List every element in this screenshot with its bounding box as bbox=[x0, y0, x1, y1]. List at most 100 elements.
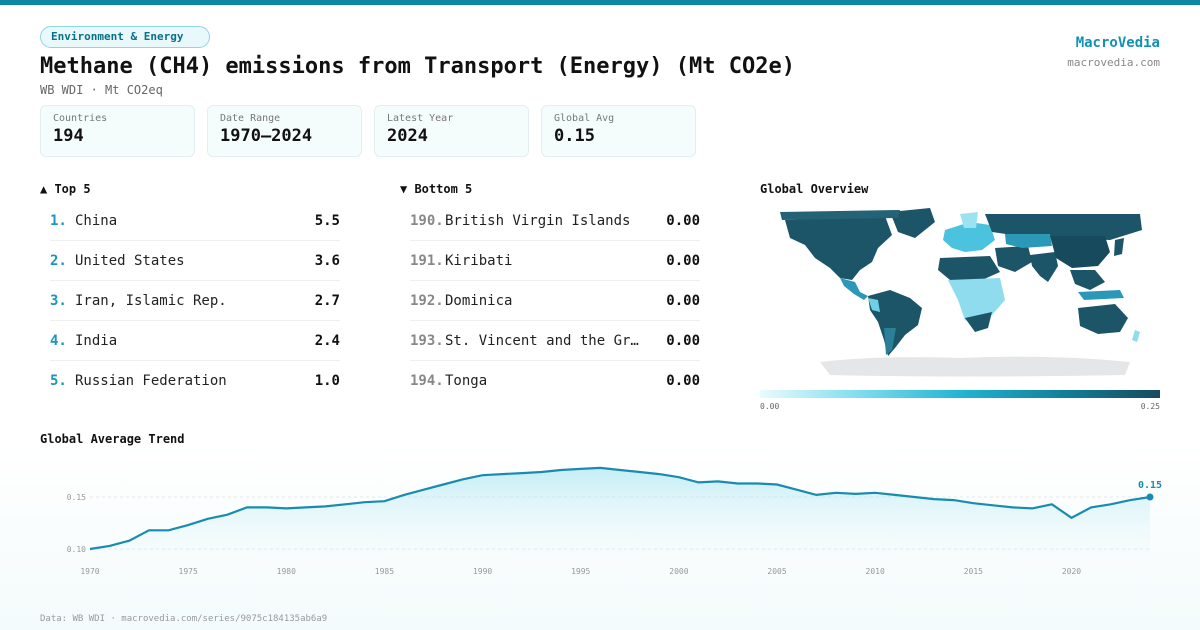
country-name: India bbox=[75, 332, 118, 349]
trend-line bbox=[89, 466, 1151, 551]
rank-number: 4. bbox=[50, 332, 67, 349]
country-value: 0.00 bbox=[666, 252, 700, 269]
stat-label: Date Range bbox=[220, 113, 281, 124]
bottom5-row[interactable]: 190. British Virgin Islands 0.00 bbox=[410, 201, 700, 241]
map-region-greenland[interactable] bbox=[890, 208, 935, 238]
map-region-north-america[interactable] bbox=[785, 216, 892, 280]
x-tick-label: 2005 bbox=[767, 567, 786, 576]
map-region-australia[interactable] bbox=[1078, 304, 1128, 334]
map-region-central-america[interactable] bbox=[840, 278, 868, 300]
stat-label: Countries bbox=[53, 113, 108, 124]
stat-value: 194 bbox=[53, 126, 84, 146]
trend-area-fill bbox=[90, 467, 1150, 553]
trend-heading: Global Average Trend bbox=[40, 432, 185, 446]
trend-end-label: 0.15 bbox=[1138, 480, 1162, 491]
country-name: China bbox=[75, 212, 118, 229]
map-region-indonesia[interactable] bbox=[1078, 290, 1124, 300]
country-name: Dominica bbox=[445, 292, 513, 309]
stat-card-countries: Countries 194 bbox=[40, 105, 195, 157]
map-region-new-zealand[interactable] bbox=[1132, 330, 1140, 342]
map-region-india[interactable] bbox=[1030, 252, 1058, 282]
country-name: Kiribati bbox=[445, 252, 513, 269]
y-tick-label: 0.15 bbox=[67, 493, 86, 502]
map-region-central-asia[interactable] bbox=[1005, 234, 1052, 248]
bottom5-heading: ▼ Bottom 5 bbox=[400, 182, 473, 196]
trend-chart[interactable]: 0.10 0.15 1970 1975 1980 1985 1990 1995 2000 200… bbox=[0, 455, 1200, 585]
rank-number: 2. bbox=[50, 252, 67, 269]
country-value: 0.00 bbox=[666, 373, 700, 389]
bottom5-row[interactable]: 192. Dominica 0.00 bbox=[410, 281, 700, 321]
rank-number: 5. bbox=[50, 373, 67, 389]
world-map[interactable] bbox=[760, 200, 1160, 385]
x-tick-label: 2000 bbox=[669, 567, 688, 576]
country-value: 2.4 bbox=[314, 332, 340, 349]
top5-heading: ▲ Top 5 bbox=[40, 182, 91, 196]
country-value: 3.6 bbox=[314, 252, 340, 269]
stat-card-latest-year: Latest Year 2024 bbox=[374, 105, 529, 157]
map-heading: Global Overview bbox=[760, 182, 869, 196]
top5-row[interactable]: 4. India 2.4 bbox=[50, 321, 340, 361]
country-value: 1.0 bbox=[314, 373, 340, 389]
stat-value: 2024 bbox=[387, 126, 428, 146]
map-region-scandinavia[interactable] bbox=[960, 212, 978, 228]
map-region-middle-east[interactable] bbox=[995, 246, 1032, 272]
map-region-antarctica[interactable] bbox=[820, 356, 1130, 377]
top5-row[interactable]: 2. United States 3.6 bbox=[50, 241, 340, 281]
country-value: 0.00 bbox=[666, 212, 700, 229]
x-tick-label: 2010 bbox=[866, 567, 885, 576]
map-region-russia[interactable] bbox=[985, 214, 1142, 240]
map-region-south-america-west[interactable] bbox=[868, 298, 880, 312]
stat-value: 1970–2024 bbox=[220, 126, 313, 146]
trend-end-dot[interactable] bbox=[1146, 493, 1154, 501]
stat-card-date-range: Date Range 1970–2024 bbox=[207, 105, 362, 157]
x-tick-label: 1975 bbox=[179, 567, 198, 576]
country-name: British Virgin Islands bbox=[445, 212, 631, 229]
rank-number: 190. bbox=[410, 212, 444, 229]
footer-source[interactable]: Data: WB WDI · macrovedia.com/series/907… bbox=[40, 614, 328, 624]
map-region-south-america[interactable] bbox=[868, 290, 922, 356]
rank-number: 193. bbox=[410, 332, 444, 349]
map-region-japan[interactable] bbox=[1114, 238, 1124, 256]
x-tick-label: 1970 bbox=[80, 567, 99, 576]
map-region-europe[interactable] bbox=[943, 222, 995, 252]
country-name: St. Vincent and the Gr… bbox=[445, 332, 639, 349]
rank-number: 1. bbox=[50, 212, 67, 229]
map-legend-min: 0.00 bbox=[760, 402, 780, 411]
bottom5-row[interactable]: 193. St. Vincent and the Gr… 0.00 bbox=[410, 321, 700, 361]
top5-row[interactable]: 1. China 5.5 bbox=[50, 201, 340, 241]
bottom5-row[interactable]: 191. Kiribati 0.00 bbox=[410, 241, 700, 281]
page-title: Methane (CH4) emissions from Transport (… bbox=[40, 54, 795, 79]
top5-row[interactable]: 5. Russian Federation 1.0 bbox=[50, 361, 340, 401]
map-region-southeast-asia[interactable] bbox=[1070, 270, 1105, 290]
rank-number: 191. bbox=[410, 252, 444, 269]
country-name: Tonga bbox=[445, 373, 488, 389]
country-value: 5.5 bbox=[314, 212, 340, 229]
top5-row[interactable]: 3. Iran, Islamic Rep. 2.7 bbox=[50, 281, 340, 321]
map-region-africa-south[interactable] bbox=[965, 312, 992, 332]
map-region-africa-north[interactable] bbox=[938, 256, 1000, 280]
country-value: 0.00 bbox=[666, 332, 700, 349]
top-accent-bar bbox=[0, 0, 1200, 5]
brand-logo[interactable]: MacroVedia bbox=[1075, 35, 1160, 51]
rank-number: 3. bbox=[50, 292, 67, 309]
brand-url[interactable]: macrovedia.com bbox=[1067, 56, 1160, 69]
map-region-canada-north[interactable] bbox=[780, 210, 900, 220]
stat-card-global-avg: Global Avg 0.15 bbox=[541, 105, 696, 157]
country-value: 2.7 bbox=[314, 292, 340, 309]
map-legend-bar bbox=[760, 390, 1160, 398]
category-badge[interactable]: Environment & Energy bbox=[40, 26, 210, 48]
map-legend-max: 0.25 bbox=[1140, 402, 1160, 411]
stat-value: 0.15 bbox=[554, 126, 595, 146]
page-subtitle: WB WDI · Mt CO2eq bbox=[40, 83, 163, 97]
x-tick-label: 2020 bbox=[1062, 567, 1081, 576]
map-region-china[interactable] bbox=[1050, 236, 1110, 268]
country-name: Russian Federation bbox=[75, 373, 227, 389]
x-tick-label: 1995 bbox=[571, 567, 590, 576]
stat-label: Global Avg bbox=[554, 113, 615, 124]
bottom5-row[interactable]: 194. Tonga 0.00 bbox=[410, 361, 700, 401]
country-value: 0.00 bbox=[666, 292, 700, 309]
stat-label: Latest Year bbox=[387, 113, 454, 124]
rank-number: 192. bbox=[410, 292, 444, 309]
map-region-argentina[interactable] bbox=[884, 328, 896, 355]
country-name: Iran, Islamic Rep. bbox=[75, 292, 227, 309]
